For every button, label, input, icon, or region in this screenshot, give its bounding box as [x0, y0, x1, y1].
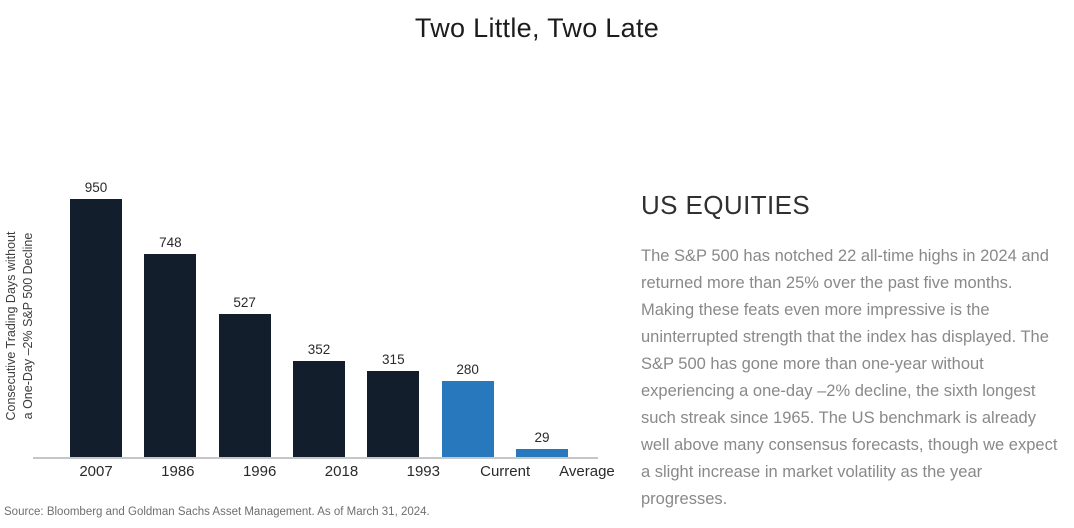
x-axis-labels: 2007 1986 1996 2018 1993 Current Average	[33, 463, 643, 480]
chart-main-title: Two Little, Two Late	[414, 13, 660, 43]
x-tick-label: 2018	[324, 463, 359, 480]
bar-current	[441, 381, 494, 457]
x-tick-label: Current	[480, 463, 531, 480]
section-heading: US EQUITIES	[641, 190, 811, 220]
y-axis-label-line1: Consecutive Trading Days without	[4, 231, 18, 421]
article-paragraph: The S&P 500 has notched 22 all-time high…	[641, 247, 1058, 508]
bar-column: 950	[59, 180, 133, 457]
bar-2018	[292, 361, 345, 457]
x-tick-label: 1993	[406, 463, 440, 480]
bar-value-label: 29	[534, 430, 550, 445]
bar-average	[515, 449, 568, 457]
bar-value-label: 352	[307, 342, 331, 357]
bar-column: 315	[356, 352, 430, 457]
bar-value-label: 748	[159, 235, 182, 250]
bar-1986	[144, 254, 197, 457]
bar-column: 748	[133, 235, 207, 457]
bar-value-label: 280	[456, 362, 479, 377]
bar-2007	[70, 199, 122, 457]
bar-value-label: 950	[84, 180, 108, 195]
x-tick-label: 1996	[242, 463, 277, 480]
bar-column: 280	[431, 362, 505, 457]
x-tick-label: Average	[559, 463, 615, 480]
x-tick-label: 2007	[79, 463, 113, 480]
article-section: US EQUITIES The S&P 500 has notched 22 a…	[641, 190, 1066, 513]
bar-column: 527	[208, 295, 282, 457]
bar-value-label: 527	[233, 295, 256, 310]
source-note: Source: Bloomberg and Goldman Sachs Asse…	[4, 506, 430, 518]
x-tick-label: 1986	[161, 463, 195, 480]
bar-1996	[218, 314, 271, 457]
bar-column: 352	[282, 342, 356, 457]
bar-value-label: 315	[382, 352, 405, 367]
y-axis-label: Consecutive Trading Days without a One-D…	[3, 185, 37, 467]
bar-column: 29	[505, 430, 579, 457]
plot-area: 950 748 527 352 315 280 29	[33, 165, 598, 459]
bar-1993	[367, 371, 420, 457]
